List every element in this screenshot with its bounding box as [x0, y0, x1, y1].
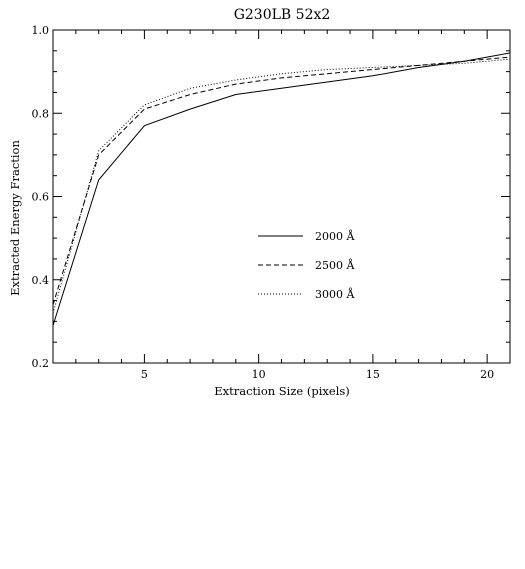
- y-tick-label: 0.6: [32, 191, 50, 204]
- plot-frame: [52, 29, 511, 364]
- x-tick-label: 10: [252, 368, 266, 381]
- x-tick-label: 20: [480, 368, 494, 381]
- y-axis-label: Extracted Energy Fraction: [8, 140, 22, 296]
- x-axis-label: Extraction Size (pixels): [214, 384, 350, 398]
- series-line-dotted: [52, 58, 511, 314]
- legend-label: 2500 Å: [315, 258, 355, 272]
- legend-label: 3000 Å: [315, 287, 355, 301]
- y-tick-label: 0.4: [32, 274, 50, 287]
- series-lines: [52, 52, 511, 326]
- y-tick-label: 1.0: [32, 24, 50, 37]
- x-tick-label: 5: [141, 368, 148, 381]
- axis-ticks: 5 10 15 20 0.2 0.4 0.6 0.8 1.0: [32, 24, 511, 381]
- series-line-solid: [52, 52, 511, 326]
- y-tick-label: 0.8: [32, 107, 50, 120]
- legend: 2000 Å 2500 Å 3000 Å: [258, 229, 355, 301]
- legend-label: 2000 Å: [315, 229, 355, 243]
- series-line-dashed: [52, 56, 511, 305]
- y-tick-label: 0.2: [32, 357, 50, 370]
- x-tick-label: 15: [366, 368, 380, 381]
- chart-title: G230LB 52x2: [234, 7, 331, 23]
